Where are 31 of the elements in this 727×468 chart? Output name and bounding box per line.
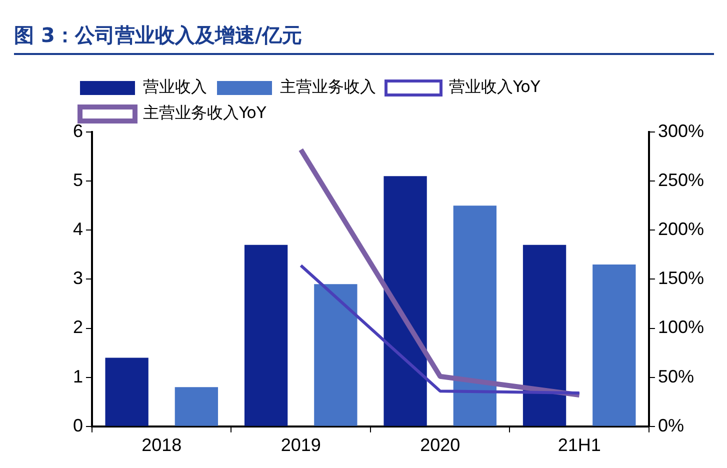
bar (244, 244, 288, 426)
bar (384, 176, 427, 426)
y2-tick-label: 300% (658, 120, 704, 141)
bar (453, 206, 496, 426)
x-tick-label: 2018 (142, 435, 182, 456)
bar (592, 264, 636, 426)
y2-tick-label: 100% (658, 317, 704, 338)
y-tick-label: 4 (72, 219, 84, 240)
y-tick-label: 6 (72, 120, 84, 141)
y2-tick-label: 150% (658, 268, 704, 288)
bar (174, 387, 218, 426)
bar (522, 244, 566, 426)
x-tick-label: 2019 (280, 435, 321, 456)
bar (314, 284, 358, 426)
x-tick-label: 2020 (420, 435, 460, 456)
bar (105, 358, 148, 426)
chart-title: 图 3：公司营业收入及增速/亿元 (14, 22, 714, 55)
y2-tick-label: 50% (658, 366, 694, 386)
y-tick-label: 5 (72, 170, 84, 190)
y2-tick-label: 0% (658, 415, 684, 436)
legend-label: 主营业务收入 (280, 77, 376, 96)
x-tick-label: 21H1 (558, 435, 601, 456)
y2-tick-label: 250% (658, 170, 704, 190)
y-tick-label: 0 (72, 415, 84, 436)
legend-label: 主营业务收入YoY (143, 103, 266, 122)
legend-label: 营业收入 (143, 77, 207, 96)
y-tick-label: 1 (72, 366, 84, 386)
y-tick-label: 2 (72, 317, 84, 338)
legend-label: 营业收入YoY (449, 77, 540, 96)
y-tick-label: 3 (72, 268, 84, 288)
y2-tick-label: 200% (658, 219, 704, 240)
